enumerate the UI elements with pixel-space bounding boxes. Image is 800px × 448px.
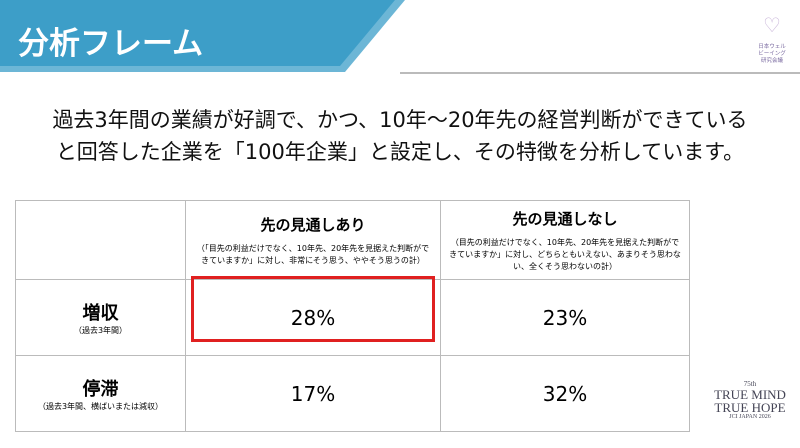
- table: 先の見通しあり （「目先の利益だけでなく、10年先、20年先を見据えた判断ができ…: [15, 200, 690, 432]
- logo: ♡ 日本ウェル ビーイング 研究会議: [752, 13, 792, 67]
- column-header: 先の見通しなし （目先の利益だけでなく、10年先、20年先を見据えた判断ができて…: [440, 200, 690, 280]
- intro-line: 過去3年間の業績が好調で、かつ、10年～20年先の経営判断ができている: [52, 108, 748, 132]
- column-note: （目先の利益だけでなく、10年先、20年先を見据えた判断ができていますか」に対し…: [449, 237, 681, 271]
- row-header: 停滞 （過去3年間、横ばいまたは減収）: [15, 355, 186, 432]
- value-cell: 23%: [440, 279, 690, 356]
- column-header: 先の見通しあり （「目先の利益だけでなく、10年先、20年先を見据えた判断ができ…: [185, 200, 441, 280]
- column-title: 先の見通しあり: [260, 215, 366, 234]
- logo-text: ビーイング: [758, 51, 786, 57]
- intro-line: と回答した企業を「100年企業」と設定し、その特徴を分析しています。: [55, 140, 745, 164]
- corner-cell: [15, 200, 186, 280]
- column-title: 先の見通しなし: [512, 209, 618, 228]
- value-cell: 17%: [185, 355, 441, 432]
- logo-mark: ♡: [763, 13, 781, 37]
- header-band: [0, 0, 800, 74]
- footer-logo: 75th TRUE MIND TRUE HOPE JCI JAPAN 2026: [700, 380, 800, 420]
- logo-text: 研究会議: [760, 58, 783, 64]
- intro: 過去3年間の業績が好調で、かつ、10年～20年先の経営判断ができている と回答し…: [0, 104, 800, 168]
- tag: JCI JAPAN 2026: [729, 414, 771, 420]
- title: 分析フレーム: [18, 26, 204, 62]
- value: 17%: [290, 381, 336, 406]
- logo-text: 日本ウェル: [758, 44, 786, 50]
- row-sub: （過去3年間）: [73, 326, 128, 335]
- highlight-box: [191, 276, 435, 342]
- slogan: TRUE HOPE: [714, 400, 786, 415]
- row-label: 増収: [82, 303, 119, 324]
- row-sub: （過去3年間、横ばいまたは減収）: [37, 402, 164, 411]
- column-note: （「目先の利益だけでなく、10年先、20年先を見据えた判断ができていますか」に対…: [196, 243, 430, 265]
- edition: 75th: [743, 380, 757, 388]
- row-header: 増収 （過去3年間）: [15, 279, 186, 356]
- value: 28%: [290, 305, 336, 330]
- value: 23%: [542, 305, 588, 330]
- row-label: 停滞: [82, 379, 119, 400]
- value-cell: 32%: [440, 355, 690, 432]
- slogan: TRUE MIND: [714, 387, 786, 402]
- value: 32%: [542, 381, 588, 406]
